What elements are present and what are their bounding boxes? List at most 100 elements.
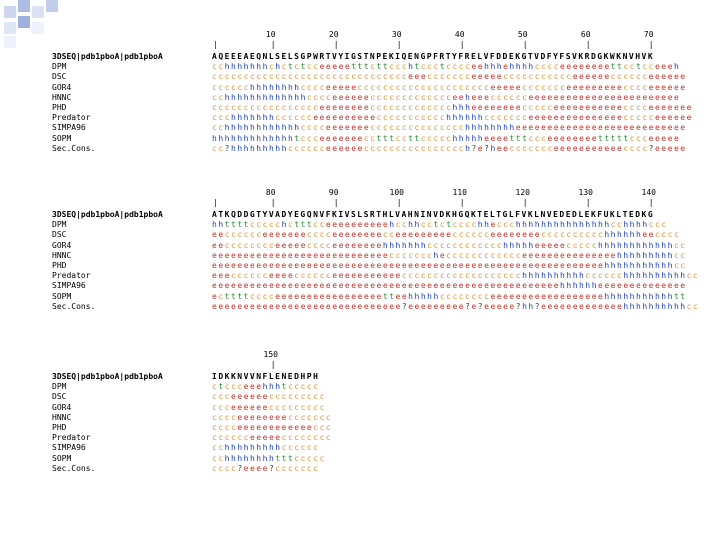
predicted-structure: cchhhhhhhchctctcceeeeetttcttccchtccctccc… [212, 62, 681, 72]
method-label: SIMPA96 [52, 443, 86, 453]
predicted-structure: ccccccccccccccccccccccccccccccceeecccccc… [212, 72, 687, 82]
ruler-tick-label: 140 [641, 188, 656, 197]
prediction-row: DPM cchhhhhhhchctctcceeeeetttcttccchtccct… [52, 62, 693, 72]
predicted-structure: hhhhhhhhhhhhhtccceeeeeeecctttccttccccchh… [212, 133, 681, 143]
prediction-row: SOPM hhhhhhhhhhhhhtccceeeeeeecctttccttccc… [52, 134, 693, 144]
ruler-tick-mark: | [648, 198, 654, 207]
method-label: DSC [52, 230, 67, 240]
predicted-structure: cchhhhhhhhhhhhcccceeeeeeeccccccccccccccc… [212, 123, 687, 133]
ruler-tick-label: 100 [389, 188, 404, 197]
method-label: SOPM [52, 133, 72, 143]
query-row: 3DSEQ|pdb1pboA|pdb1pboA AQEEEAEQNLSELSGPW… [52, 52, 693, 62]
query-row: 3DSEQ|pdb1pboA|pdb1pboA ATKQDDGTYVADYEGQN… [52, 210, 699, 220]
predicted-structure: eeecccccceeeecccccceeeeeeeeeeecccccccccc… [212, 271, 700, 281]
query-label: 3DSEQ|pdb1pboA|pdb1pboA [52, 52, 163, 61]
predicted-structure: eeeeeeeeeeeeeeeeeeeeeeeeeeeeeeeeeeeeeeee… [212, 281, 687, 291]
prediction-row: SIMPA96 cchhhhhhhhhcccccc [52, 443, 332, 453]
ruler-tick-label: 70 [643, 30, 654, 39]
ruler-tick-mark: | [333, 198, 339, 207]
predicted-structure: cchhhhhhhhtttccccc [212, 453, 326, 463]
prediction-row: DSC ccccccccccccccccccccccccccccccceeeccc… [52, 72, 693, 82]
query-label: 3DSEQ|pdb1pboA|pdb1pboA [52, 372, 163, 381]
prediction-row: Sec.Cons. eeeeeeeeeeeeeeeeeeeeeeeeeeeeee?… [52, 302, 699, 312]
method-label: SOPM [52, 291, 72, 301]
method-label: PHD [52, 260, 67, 270]
prediction-row: SIMPA96 cchhhhhhhhhhhhcccceeeeeeecccccccc… [52, 123, 693, 133]
method-label: PHD [52, 422, 67, 432]
prediction-row: PHD cccceeeeeeeeeeeeccc [52, 423, 332, 433]
predicted-structure: hhttttccccchctttcceeeeeeeeeehcchhcctctcc… [212, 220, 668, 230]
query-sequence: ATKQDDGTYVADYEGQNVFKIVSLSRTHLVAHNINVDKHG… [212, 210, 655, 219]
method-label: Predator [52, 113, 91, 123]
alignment-block: 3DSEQ|pdb1pboA|pdb1pboA ATKQDDGTYVADYEGQN… [52, 210, 699, 312]
prediction-row: HNNC cchhhhhhhhhhhhhcccceeeeeeccccccccccc… [52, 93, 693, 103]
prediction-row: DSC eecccccceeeeeeecccceeeeeeeecceeeeeeee… [52, 230, 699, 240]
prediction-row: SIMPA96 eeeeeeeeeeeeeeeeeeeeeeeeeeeeeeeee… [52, 281, 699, 291]
method-label: HNNC [52, 250, 72, 260]
predicted-structure: ecttttcccceeeeeeeeeeeeeeeeetteehhhhhcccc… [212, 291, 687, 301]
predicted-structure: ctccceeehhhtccccc [212, 382, 320, 392]
ruler-tick-label: 90 [328, 188, 339, 197]
prediction-row: DSC ccceeeeeeccccccccc [52, 392, 332, 402]
prediction-row: Sec.Cons. cccc?eeee?ccccccc [52, 464, 332, 474]
prediction-row: Predator cccccceeeeecccccccc [52, 433, 332, 443]
predicted-structure: cchhhhhhhhhcccccc [212, 443, 320, 453]
predicted-structure: ccccccccccccccccceeeeeeeeccccccccccccchh… [212, 102, 693, 112]
predicted-structure: eeeeeeeeeeeeeeeeeeeeeeeeeeeeeeeeeeeeeeee… [212, 260, 687, 270]
ruler-tick-mark: | [522, 40, 528, 49]
predicted-structure: eeeeeeeeeeeeeeeeeeeeeeeeeeeecccccccheccc… [212, 250, 687, 260]
prediction-row: PHD ccccccccccccccccceeeeeeeecccccccccccc… [52, 103, 693, 113]
predicted-structure: eeeeeeeeeeeeeeeeeeeeeeeeeeeeee?eeeeeeeee… [212, 301, 700, 311]
method-label: HNNC [52, 92, 72, 102]
predicted-structure: cc?hhhhhhhhhcccccceeeeeecccccccccccccccc… [212, 143, 687, 153]
method-label: Predator [52, 271, 91, 281]
method-label: SOPM [52, 453, 72, 463]
ruler-tick-mark: | [270, 360, 276, 369]
method-label: DPM [52, 62, 67, 72]
ruler-tick-label: 60 [580, 30, 591, 39]
prediction-row: DPM hhttttccccchctttcceeeeeeeeeehcchhcctc… [52, 220, 699, 230]
ruler-tick-label: 30 [391, 30, 402, 39]
predicted-structure: cccccceeeeecccccccc [212, 433, 333, 443]
ruler-tick-mark: | [270, 40, 276, 49]
method-label: DPM [52, 220, 67, 230]
method-label: HNNC [52, 412, 72, 422]
predicted-structure: cccccchhhhhhhhcccceeeeeccccccccccccccccc… [212, 82, 687, 92]
prediction-row: GOR4 ccceeeeeeccccccccc [52, 403, 332, 413]
ruler-start-mark: | [213, 198, 218, 207]
method-label: DSC [52, 72, 67, 82]
ruler-tick-mark: | [270, 198, 276, 207]
method-label: Sec.Cons. [52, 463, 96, 473]
prediction-row: Sec.Cons. cc?hhhhhhhhhcccccceeeeeeccccccc… [52, 144, 693, 154]
prediction-row: HNNC cccceeeeeeeeccccccc [52, 413, 332, 423]
method-label: DPM [52, 382, 67, 392]
method-label: PHD [52, 102, 67, 112]
ruler-tick-mark: | [522, 198, 528, 207]
method-label: Sec.Cons. [52, 301, 96, 311]
predicted-structure: cchhhhhhhhhhhhhcccceeeeeecccccccccccccee… [212, 92, 681, 102]
alignment-block: 3DSEQ|pdb1pboA|pdb1pboA AQEEEAEQNLSELSGPW… [52, 52, 693, 154]
method-label: SIMPA96 [52, 123, 86, 133]
method-label: DSC [52, 392, 67, 402]
prediction-row: Predator eeecccccceeeecccccceeeeeeeeeeecc… [52, 271, 699, 281]
prediction-row: GOR4 eecccccccceeeeecccceeeeeeeehhhhhhhcc… [52, 241, 699, 251]
ruler-tick-label: 40 [454, 30, 465, 39]
prediction-row: GOR4 cccccchhhhhhhhcccceeeeeccccccccccccc… [52, 83, 693, 93]
alignment-block: 3DSEQ|pdb1pboA|pdb1pboA IDKKNVVNFLENEDHPH… [52, 372, 332, 474]
ruler-tick-label: 150 [263, 350, 278, 359]
query-label: 3DSEQ|pdb1pboA|pdb1pboA [52, 210, 163, 219]
ruler-tick-mark: | [648, 40, 654, 49]
ruler-tick-mark: | [585, 40, 591, 49]
prediction-row: PHD eeeeeeeeeeeeeeeeeeeeeeeeeeeeeeeeeeeee… [52, 261, 699, 271]
ruler-tick-label: 20 [328, 30, 339, 39]
predicted-structure: eecccccceeeeeeecccceeeeeeeecceeeeeeeeecc… [212, 230, 681, 240]
method-label: GOR4 [52, 240, 72, 250]
ruler-tick-label: 130 [578, 188, 593, 197]
prediction-row: SOPM ecttttcccceeeeeeeeeeeeeeeeetteehhhhh… [52, 292, 699, 302]
prediction-row: SOPM cchhhhhhhhtttccccc [52, 454, 332, 464]
method-label: SIMPA96 [52, 281, 86, 291]
method-label: Sec.Cons. [52, 143, 96, 153]
ruler-start-mark: | [213, 40, 218, 49]
ruler-tick-mark: | [459, 40, 465, 49]
query-sequence: IDKKNVVNFLENEDHPH [212, 372, 320, 381]
